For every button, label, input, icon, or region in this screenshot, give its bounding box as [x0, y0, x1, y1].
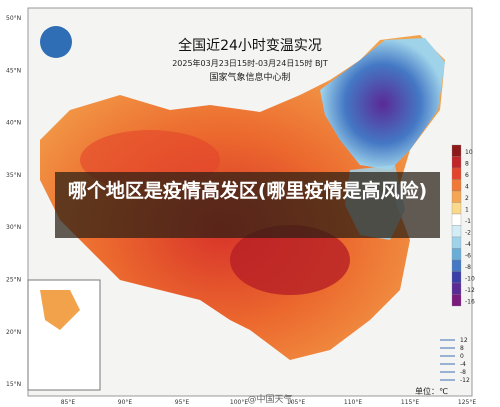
lat-label: 35°N [6, 172, 21, 179]
legend-label: 4 [465, 184, 469, 191]
legend-label: 2 [465, 195, 469, 202]
legend-swatch [451, 144, 462, 157]
legend-label: 10 [465, 149, 473, 156]
legend-swatch [451, 282, 462, 295]
lon-label: 105°E [287, 399, 305, 406]
legend-label: -4 [465, 241, 471, 248]
lon-label: 95°E [175, 399, 190, 406]
lon-label: 100°E [230, 399, 248, 406]
legend-swatch [451, 294, 462, 307]
lon-label: 110°E [344, 399, 362, 406]
watermark: @中国天气 [247, 393, 292, 405]
caption-overlay: 哪个地区是疫情高发区(哪里疫情是高风险) [55, 172, 440, 238]
cold-region [320, 38, 445, 170]
logo [40, 26, 72, 58]
legend-swatch [451, 190, 462, 203]
line-legend-label: 0 [460, 353, 464, 360]
line-legend-label: 12 [460, 337, 468, 344]
line-legend-label: -8 [460, 369, 466, 376]
legend-label: -16 [465, 299, 475, 306]
hot-core [230, 225, 350, 295]
legend-label: 8 [465, 161, 469, 168]
legend-swatch [451, 248, 462, 261]
legend-swatch [451, 236, 462, 249]
legend-swatch [451, 167, 462, 180]
lat-label: 50°N [6, 15, 21, 22]
legend-label: -2 [465, 230, 471, 237]
line-legend-label: -4 [460, 361, 466, 368]
lat-label: 25°N [6, 277, 21, 284]
legend-label: -12 [465, 287, 475, 294]
legend-swatch [451, 213, 462, 226]
legend-swatch [451, 202, 462, 215]
legend-swatch [451, 179, 462, 192]
legend-swatch [451, 156, 462, 169]
legend-label: -6 [465, 253, 471, 260]
legend-label: -1 [465, 218, 471, 225]
lon-label: 85°E [61, 399, 76, 406]
legend-label: 6 [465, 172, 469, 179]
lon-label: 115°E [401, 399, 419, 406]
legend-swatch [451, 225, 462, 238]
lat-label: 20°N [6, 329, 21, 336]
subtitle: 2025年03月23日15时-03月24日15时 BJT [172, 58, 328, 68]
lat-label: 40°N [6, 120, 21, 127]
lat-label: 30°N [6, 224, 21, 231]
legend-label: 1 [465, 207, 469, 214]
legend-label: -10 [465, 276, 475, 283]
legend-swatch [451, 271, 462, 284]
line-legend-label: 8 [460, 345, 464, 352]
lon-label: 90°E [118, 399, 133, 406]
inset-land [40, 290, 80, 330]
lat-label: 15°N [6, 381, 21, 388]
line-legend-label: -12 [460, 377, 470, 384]
legend-swatch [451, 259, 462, 272]
legend-label: -8 [465, 264, 471, 271]
title: 全国近24小时变温实况 [178, 37, 322, 54]
lon-label: 125°E [458, 399, 476, 406]
agency: 国家气象信息中心制 [209, 71, 290, 83]
unit: 单位：℃ [415, 386, 448, 396]
lat-label: 45°N [6, 67, 21, 74]
